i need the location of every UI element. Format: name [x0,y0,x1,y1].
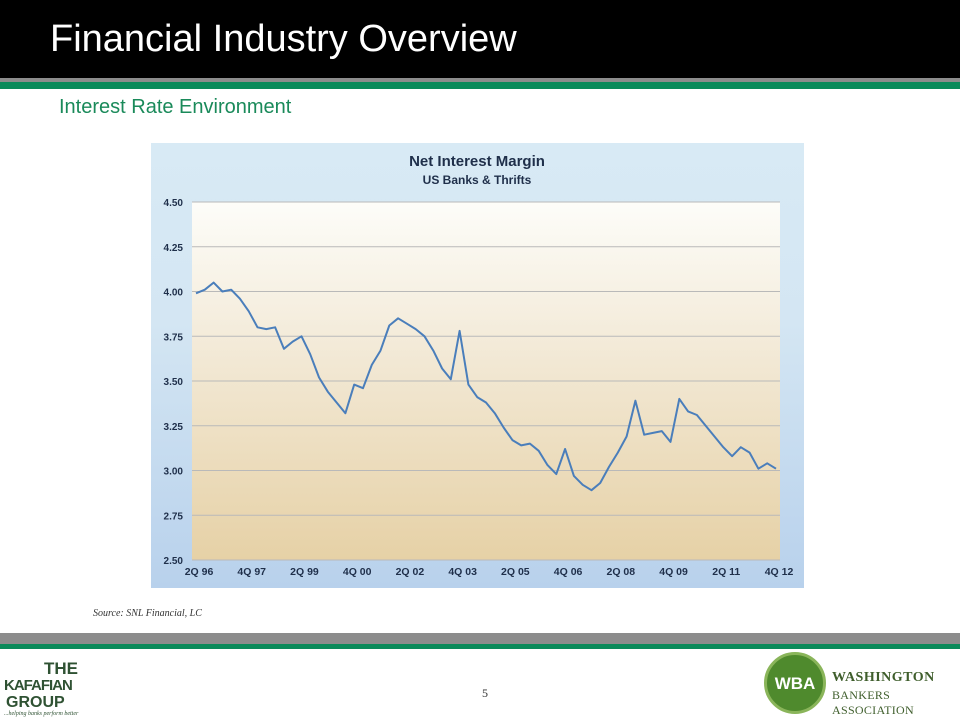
page-number: 5 [482,686,488,700]
x-tick-label: 2Q 11 [712,566,740,578]
source-note: Source: SNL Financial, LC [93,608,202,619]
x-tick-label: 2Q 96 [185,566,214,578]
wba-name-line1: WASHINGTON [832,670,935,685]
x-tick-label: 4Q 00 [343,566,372,578]
chart-subtitle: US Banks & Thrifts [423,173,532,187]
x-tick-label: 4Q 12 [765,566,794,578]
y-tick-label: 3.75 [164,332,184,343]
kafafian-group-logo: THE KAFAFIAN GROUP ...helping banks perf… [4,660,84,718]
wba-mark-text: WBA [774,674,816,693]
x-tick-label: 2Q 02 [396,566,425,578]
slide-title: Financial Industry Overview [50,18,517,60]
wba-emblem: WBA [764,652,826,714]
chart-title: Net Interest Margin [409,153,545,170]
logo-text-kafafian: KAFAFIAN [4,677,73,694]
slide-subtitle: Interest Rate Environment [59,96,292,118]
y-tick-label: 3.50 [164,377,184,388]
x-tick-label: 4Q 06 [554,566,583,578]
y-tick-label: 4.50 [164,198,184,209]
header-divider-green [0,82,960,89]
x-tick-label: 4Q 97 [237,566,266,578]
header-divider-gray [0,78,960,82]
logo-tagline: ...helping banks perform better [4,711,79,717]
net-interest-margin-chart: Net Interest Margin US Banks & Thrifts 4… [164,153,794,578]
x-tick-label: 2Q 08 [607,566,636,578]
y-tick-label: 3.25 [164,422,184,433]
logo-text-the: THE [44,659,78,678]
x-tick-label: 4Q 09 [659,566,688,578]
wba-logo: WBA WASHINGTON BANKERS ASSOCIATION [764,652,960,718]
y-tick-label: 2.50 [164,556,184,567]
footer-divider-gray [0,633,960,644]
x-tick-label: 2Q 99 [290,566,319,578]
y-tick-label: 4.00 [164,288,184,299]
y-tick-label: 2.75 [164,511,184,522]
footer-divider-green [0,644,960,649]
logo-text-group: GROUP [6,694,65,711]
y-tick-label: 3.00 [164,467,184,478]
series-line-net-interest-margin [195,281,777,492]
y-tick-label: 4.25 [164,243,184,254]
x-tick-label: 2Q 05 [501,566,530,578]
slide-header: Financial Industry Overview [0,0,960,78]
wba-name-line2: BANKERS ASSOCIATION [832,688,914,717]
chart-panel: Net Interest Margin US Banks & Thrifts 4… [151,143,804,588]
x-tick-label: 4Q 03 [448,566,477,578]
